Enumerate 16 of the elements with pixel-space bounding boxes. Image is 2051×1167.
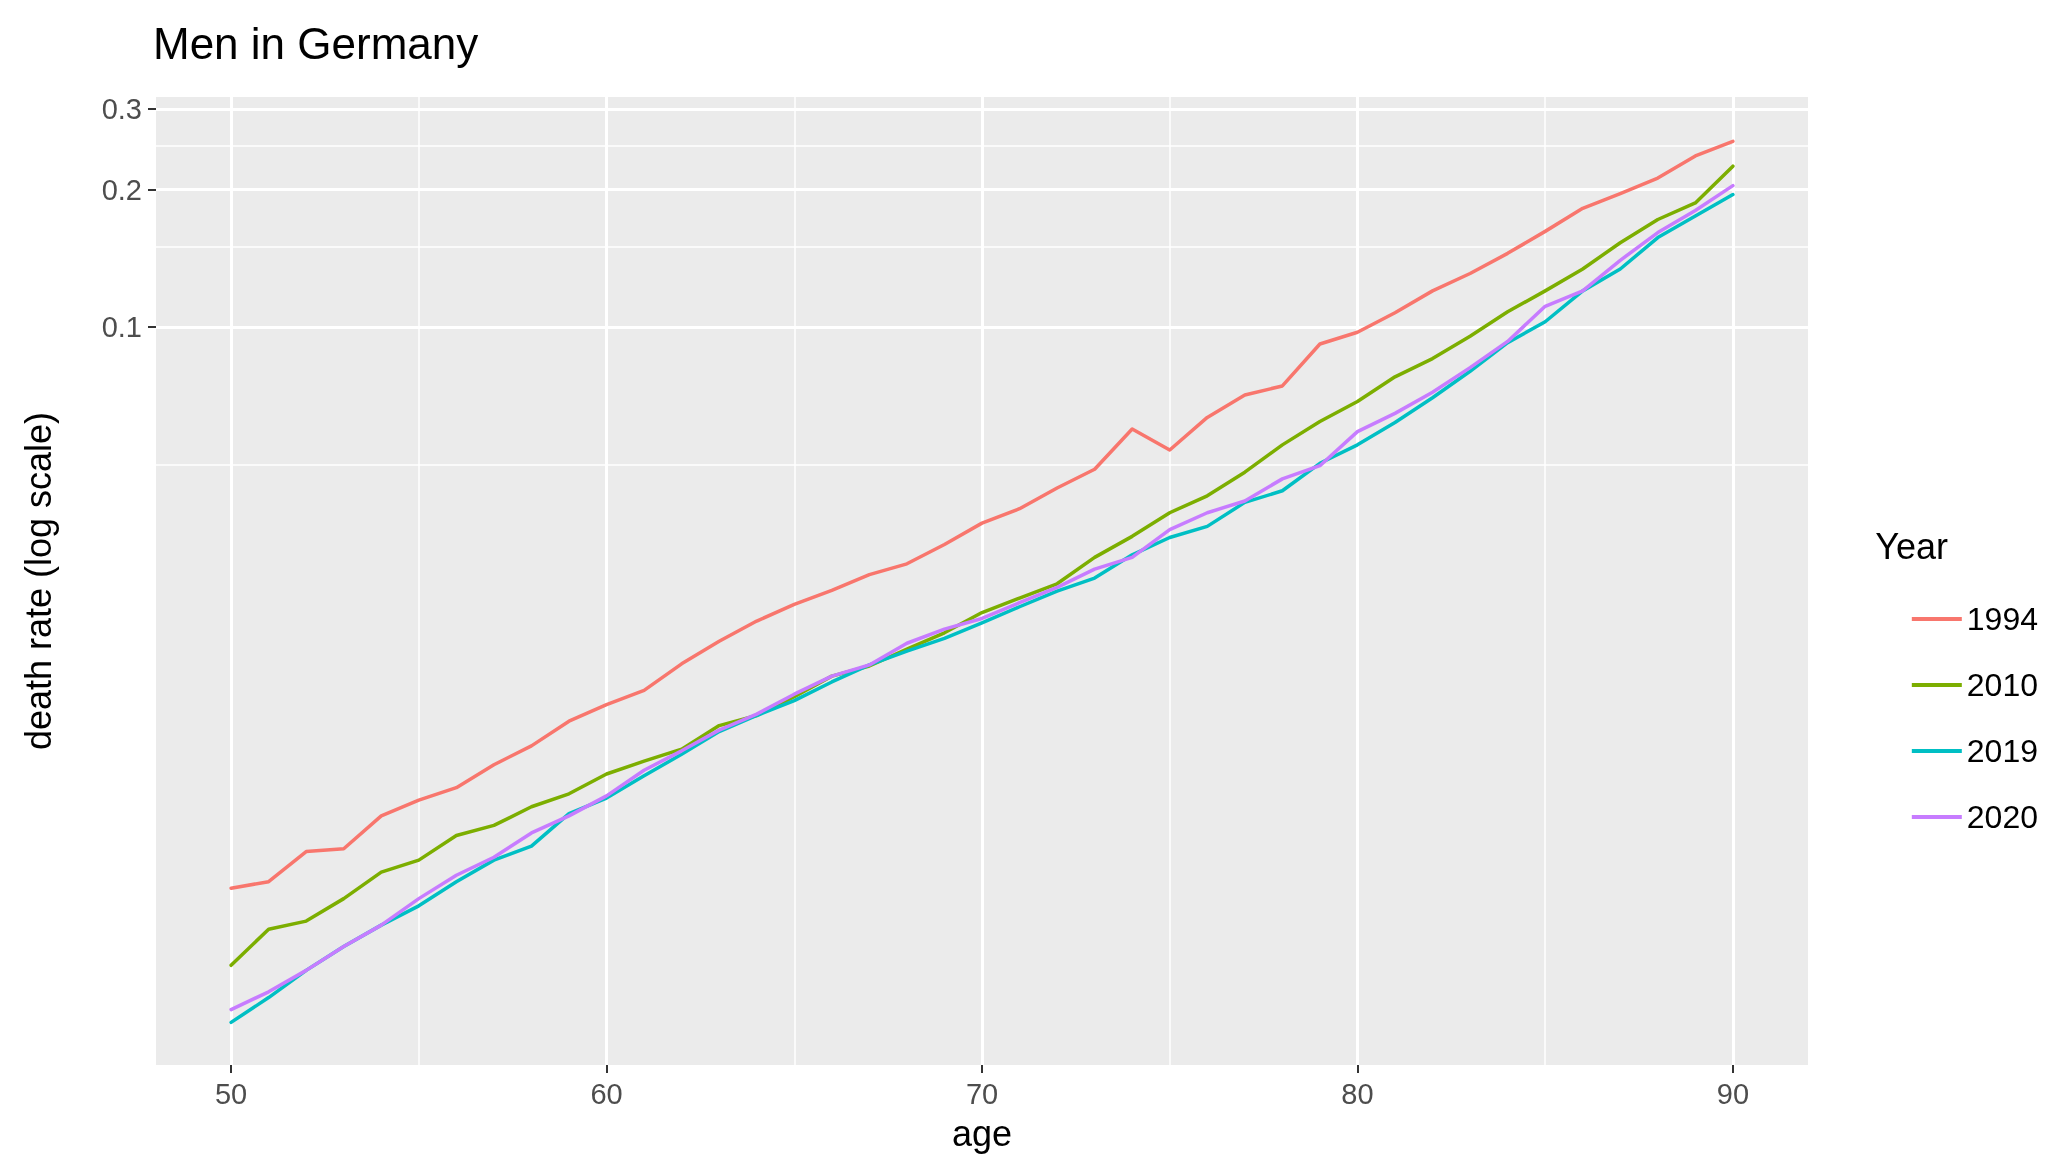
x-tick-label: 70 <box>965 1077 999 1110</box>
legend-label: 2020 <box>1966 799 2038 835</box>
x-axis-title: age <box>951 1112 1013 1154</box>
chart-title: Men in Germany <box>153 18 479 68</box>
legend-title: Year <box>1875 525 1949 567</box>
x-tick-label: 60 <box>590 1077 623 1110</box>
y-tick-label: 0.2 <box>101 173 142 206</box>
y-tick-label: 0.3 <box>101 93 142 126</box>
x-tick-label: 50 <box>214 1077 248 1110</box>
y-tick-label: 0.1 <box>101 311 142 344</box>
y-axis-title: death rate (log scale) <box>17 411 59 751</box>
x-tick-label: 90 <box>1716 1077 1750 1110</box>
x-tick-label: 80 <box>1341 1077 1374 1110</box>
legend-label: 2010 <box>1966 667 2038 703</box>
legend-label: 2019 <box>1966 733 2038 769</box>
legend-label: 1994 <box>1966 601 2038 637</box>
